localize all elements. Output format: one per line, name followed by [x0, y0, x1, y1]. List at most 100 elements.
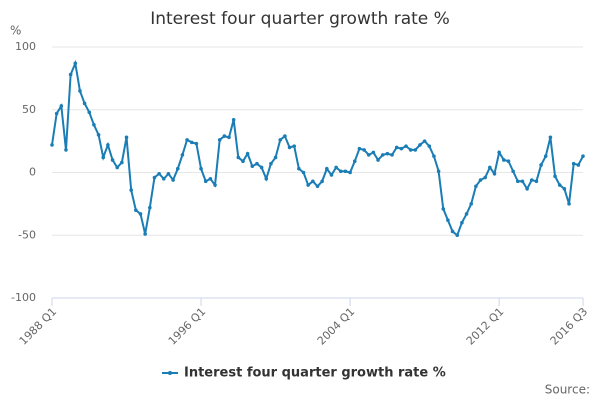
point	[166, 171, 171, 176]
point	[502, 158, 506, 162]
y-tick-label: 0	[29, 166, 36, 179]
point	[101, 155, 106, 160]
point	[352, 159, 357, 164]
point	[450, 229, 455, 234]
point	[185, 138, 189, 142]
point	[222, 134, 227, 138]
point	[273, 155, 278, 160]
point	[120, 160, 124, 165]
point	[329, 173, 334, 177]
x-tick-label: 2012 Q1	[464, 305, 507, 348]
point	[231, 117, 236, 122]
point	[180, 153, 185, 157]
point	[506, 159, 511, 164]
point	[287, 145, 292, 150]
point	[446, 218, 450, 222]
point	[189, 140, 194, 145]
point	[404, 144, 408, 148]
point	[562, 187, 567, 191]
point	[87, 110, 92, 115]
point	[543, 154, 548, 158]
point	[394, 145, 399, 150]
point	[362, 148, 366, 152]
point	[106, 143, 110, 147]
point	[571, 161, 576, 166]
point	[175, 166, 180, 171]
point	[217, 138, 222, 142]
point	[478, 178, 483, 182]
point	[78, 89, 82, 93]
point	[320, 179, 324, 184]
point	[376, 158, 380, 162]
chart-title: Interest four quarter growth rate %	[150, 9, 450, 29]
y-tick-label: -100	[11, 291, 36, 304]
point	[278, 138, 283, 142]
point	[348, 170, 352, 175]
point	[511, 169, 515, 174]
point	[488, 165, 492, 170]
point	[455, 233, 460, 238]
point	[399, 146, 404, 151]
point	[427, 144, 432, 148]
point	[539, 163, 543, 167]
point	[129, 188, 133, 192]
point	[115, 165, 120, 170]
point	[497, 150, 501, 155]
point	[408, 148, 413, 152]
point	[534, 179, 539, 184]
point	[292, 144, 297, 148]
point	[474, 184, 478, 189]
point	[576, 163, 581, 167]
x-tick-label: 1996 Q1	[166, 305, 209, 348]
point	[441, 207, 446, 211]
point	[357, 146, 362, 151]
point	[255, 161, 259, 166]
point	[315, 184, 320, 189]
point	[236, 155, 241, 160]
point	[334, 165, 338, 170]
series-line	[51, 59, 584, 237]
point	[515, 179, 520, 184]
point	[110, 158, 115, 162]
point	[553, 174, 557, 179]
y-tick-label: -50	[18, 228, 36, 241]
point	[366, 153, 371, 157]
point	[245, 151, 250, 156]
point	[529, 178, 534, 182]
x-tick-label: 2016 Q3	[548, 305, 591, 348]
point	[436, 169, 441, 174]
point	[343, 169, 348, 174]
point	[325, 166, 329, 171]
point	[161, 176, 166, 181]
point	[520, 179, 525, 184]
point	[557, 183, 562, 187]
y-tick-label: 50	[22, 103, 36, 116]
point	[283, 134, 287, 138]
source: Source:	[545, 383, 590, 397]
point	[241, 159, 245, 164]
point	[92, 123, 96, 127]
point	[203, 179, 208, 184]
point	[422, 139, 427, 143]
point	[157, 171, 161, 176]
y-tick-label: 100	[15, 40, 36, 53]
legend-label: Interest four quarter growth rate %	[184, 366, 446, 381]
point	[390, 153, 394, 157]
point	[143, 232, 147, 236]
point	[227, 135, 231, 140]
point	[152, 175, 157, 180]
point	[338, 169, 343, 174]
point	[64, 148, 68, 152]
y-axis-label: %	[10, 24, 21, 38]
point	[208, 176, 213, 181]
point	[171, 178, 175, 182]
point	[250, 164, 255, 169]
point	[301, 170, 306, 175]
point	[371, 150, 376, 155]
point	[54, 111, 59, 116]
point	[269, 161, 273, 166]
point	[567, 202, 571, 206]
x-tick-label: 2004 Q1	[315, 305, 358, 348]
point	[59, 104, 64, 108]
